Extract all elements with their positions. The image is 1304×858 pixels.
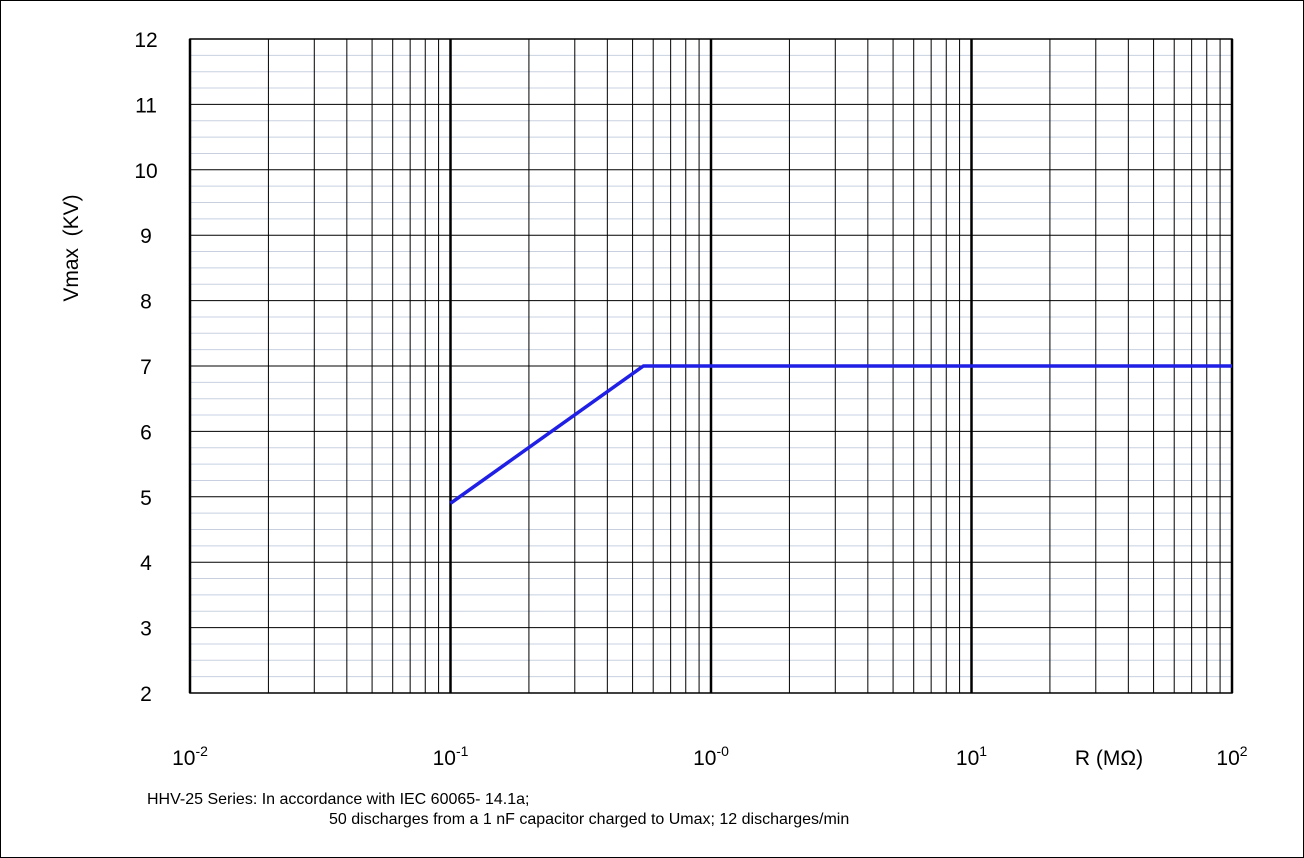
y-tick-label: 9: [140, 225, 152, 248]
x-axis-label: R (MΩ): [1075, 747, 1143, 770]
series-layer: [449, 364, 1232, 505]
chart: 2 3 4 5 6 7 8 9 10 11 12 10-2 10-1 10-0 101 102 Vmax (…: [60, 29, 1248, 770]
y-tick-label: 4: [140, 552, 152, 575]
y-tick-label: 5: [140, 487, 152, 510]
y-tick-label: 10: [134, 160, 157, 183]
y-tick-label: 6: [140, 421, 152, 444]
y-tick-label: 3: [140, 618, 152, 641]
footnote-line-2: 50 discharges from a 1 nF capacitor char…: [329, 811, 850, 828]
x-tick-label: 10-1: [433, 743, 469, 770]
y-tick-label: 7: [140, 356, 152, 379]
footnote-line-1: HHV-25 Series: In accordance with IEC 60…: [147, 791, 530, 808]
y-tick-label: 11: [135, 94, 157, 117]
series-line: [449, 364, 1232, 505]
y-axis-label: Vmax (KV): [60, 194, 83, 301]
y-tick-label: 2: [140, 683, 152, 706]
x-tick-label: 102: [1216, 743, 1247, 770]
y-tick-label: 12: [134, 29, 157, 52]
y-tick-labels: 2 3 4 5 6 7 8 9 10 11 12: [134, 29, 157, 706]
x-tick-label: 101: [956, 743, 987, 770]
x-tick-labels: 10-2 10-1 10-0 101 102: [172, 743, 1248, 770]
x-tick-label: 10-0: [693, 743, 729, 770]
footnote: HHV-25 Series: In accordance with IEC 60…: [147, 790, 849, 830]
y-tick-label: 8: [140, 291, 152, 314]
x-tick-label: 10-2: [172, 743, 208, 770]
